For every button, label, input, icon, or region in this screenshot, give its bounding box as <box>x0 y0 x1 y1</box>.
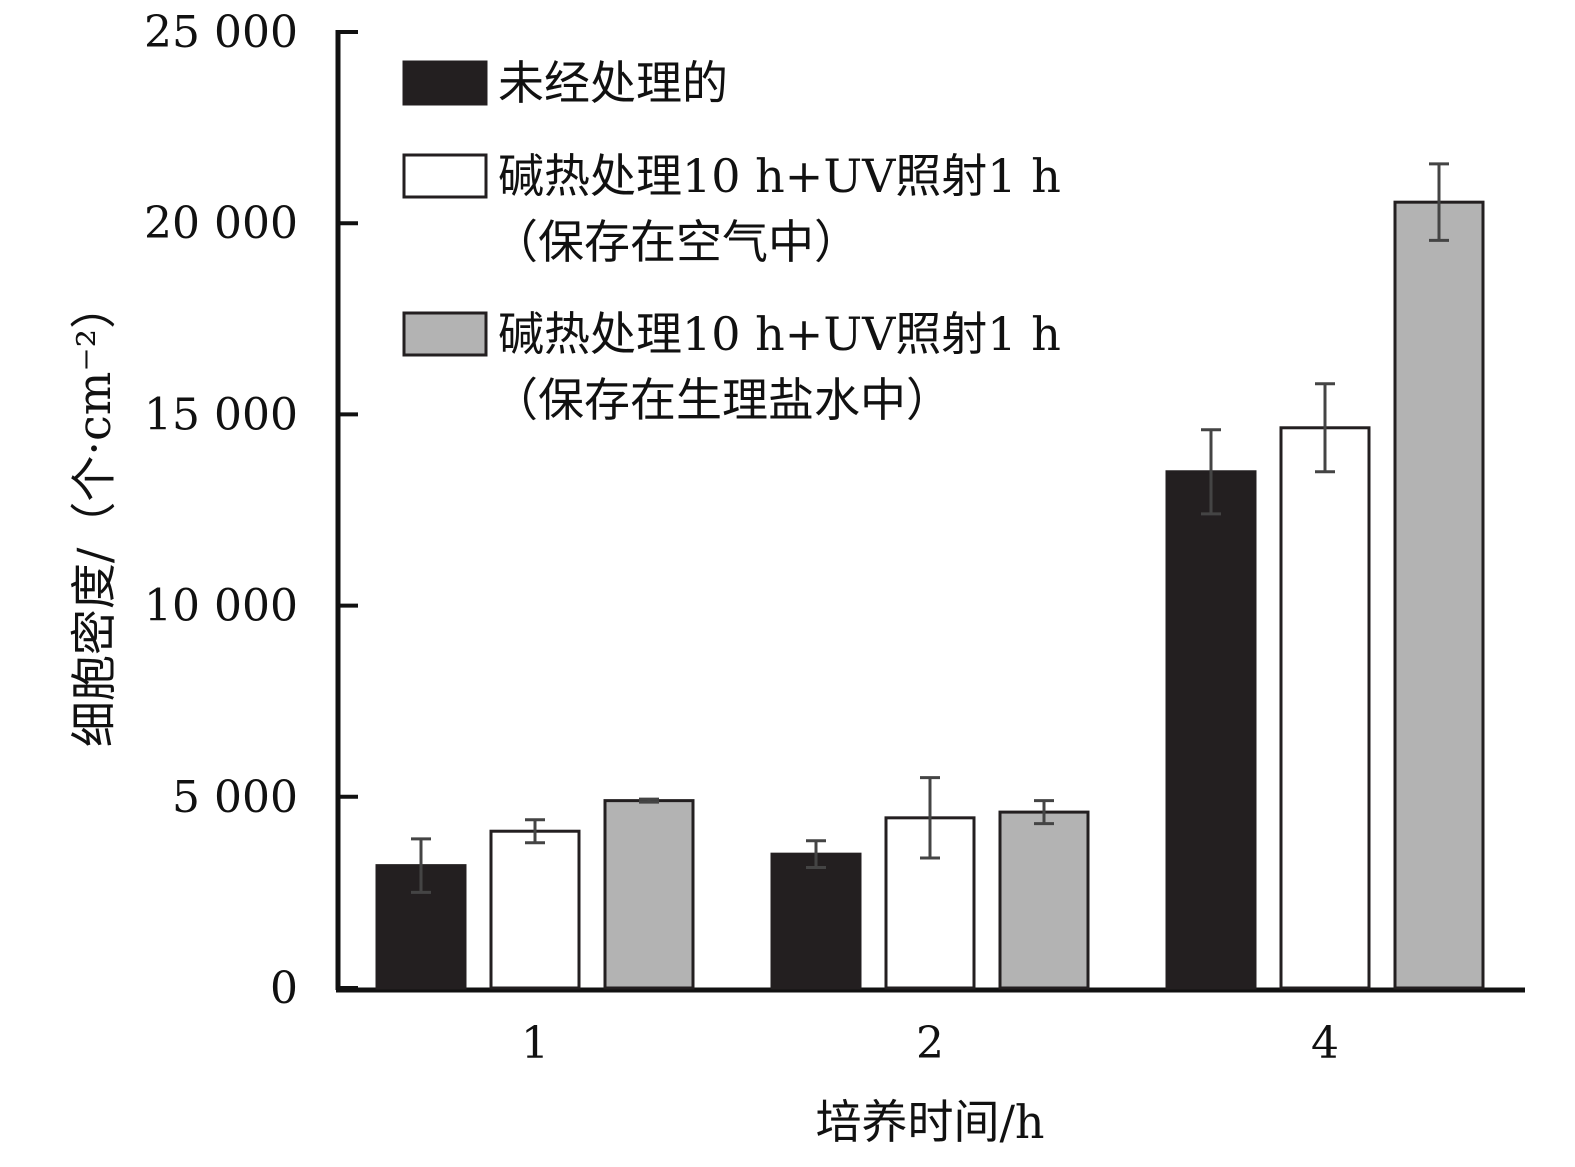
bar-1-series-3 <box>603 799 695 990</box>
y-tick-label: 5 000 <box>172 772 298 823</box>
bar-2-series-1 <box>770 852 862 990</box>
legend-swatch-series-1 <box>402 60 488 106</box>
y-tick-label: 10 000 <box>144 581 298 632</box>
bar-2-series-2 <box>884 816 976 990</box>
bars <box>375 200 1485 990</box>
bar-4-series-3 <box>1393 200 1485 990</box>
x-axis-title: 培养时间/h <box>815 1095 1044 1149</box>
axes <box>335 30 1525 993</box>
y-tick-label: 0 <box>270 963 298 1014</box>
legend-swatch-series-3 <box>402 311 488 357</box>
legend-label-series-1: 未经处理的 <box>498 56 728 110</box>
bar-4-series-2 <box>1279 426 1371 990</box>
legend-label-series-2: 碱热处理10 h+UV照射1 h <box>498 149 1061 203</box>
y-tick-label: 15 000 <box>144 389 298 440</box>
x-tick-label: 1 <box>521 1018 549 1069</box>
bar-2-series-3 <box>998 810 1090 990</box>
bar-1-series-2 <box>489 829 581 990</box>
legend-label-series-3: （保存在生理盐水中） <box>492 373 952 427</box>
legend-swatch-series-2 <box>402 153 488 199</box>
legend-label-series-3: 碱热处理10 h+UV照射1 h <box>498 307 1061 361</box>
y-axis-title: 细胞密度/（个·cm⁻²） <box>67 283 121 747</box>
x-tick-label: 2 <box>916 1018 944 1069</box>
error-bars <box>411 162 1449 894</box>
legend-label-series-2: （保存在空气中） <box>492 215 860 269</box>
y-axis-ticks: 0 5 000 10 000 15 000 20 000 25 000 <box>144 7 358 1014</box>
x-tick-label: 4 <box>1311 1018 1339 1069</box>
bar-4-series-1 <box>1165 470 1257 990</box>
y-tick-label: 20 000 <box>144 198 298 249</box>
y-tick-label: 25 000 <box>144 7 298 58</box>
